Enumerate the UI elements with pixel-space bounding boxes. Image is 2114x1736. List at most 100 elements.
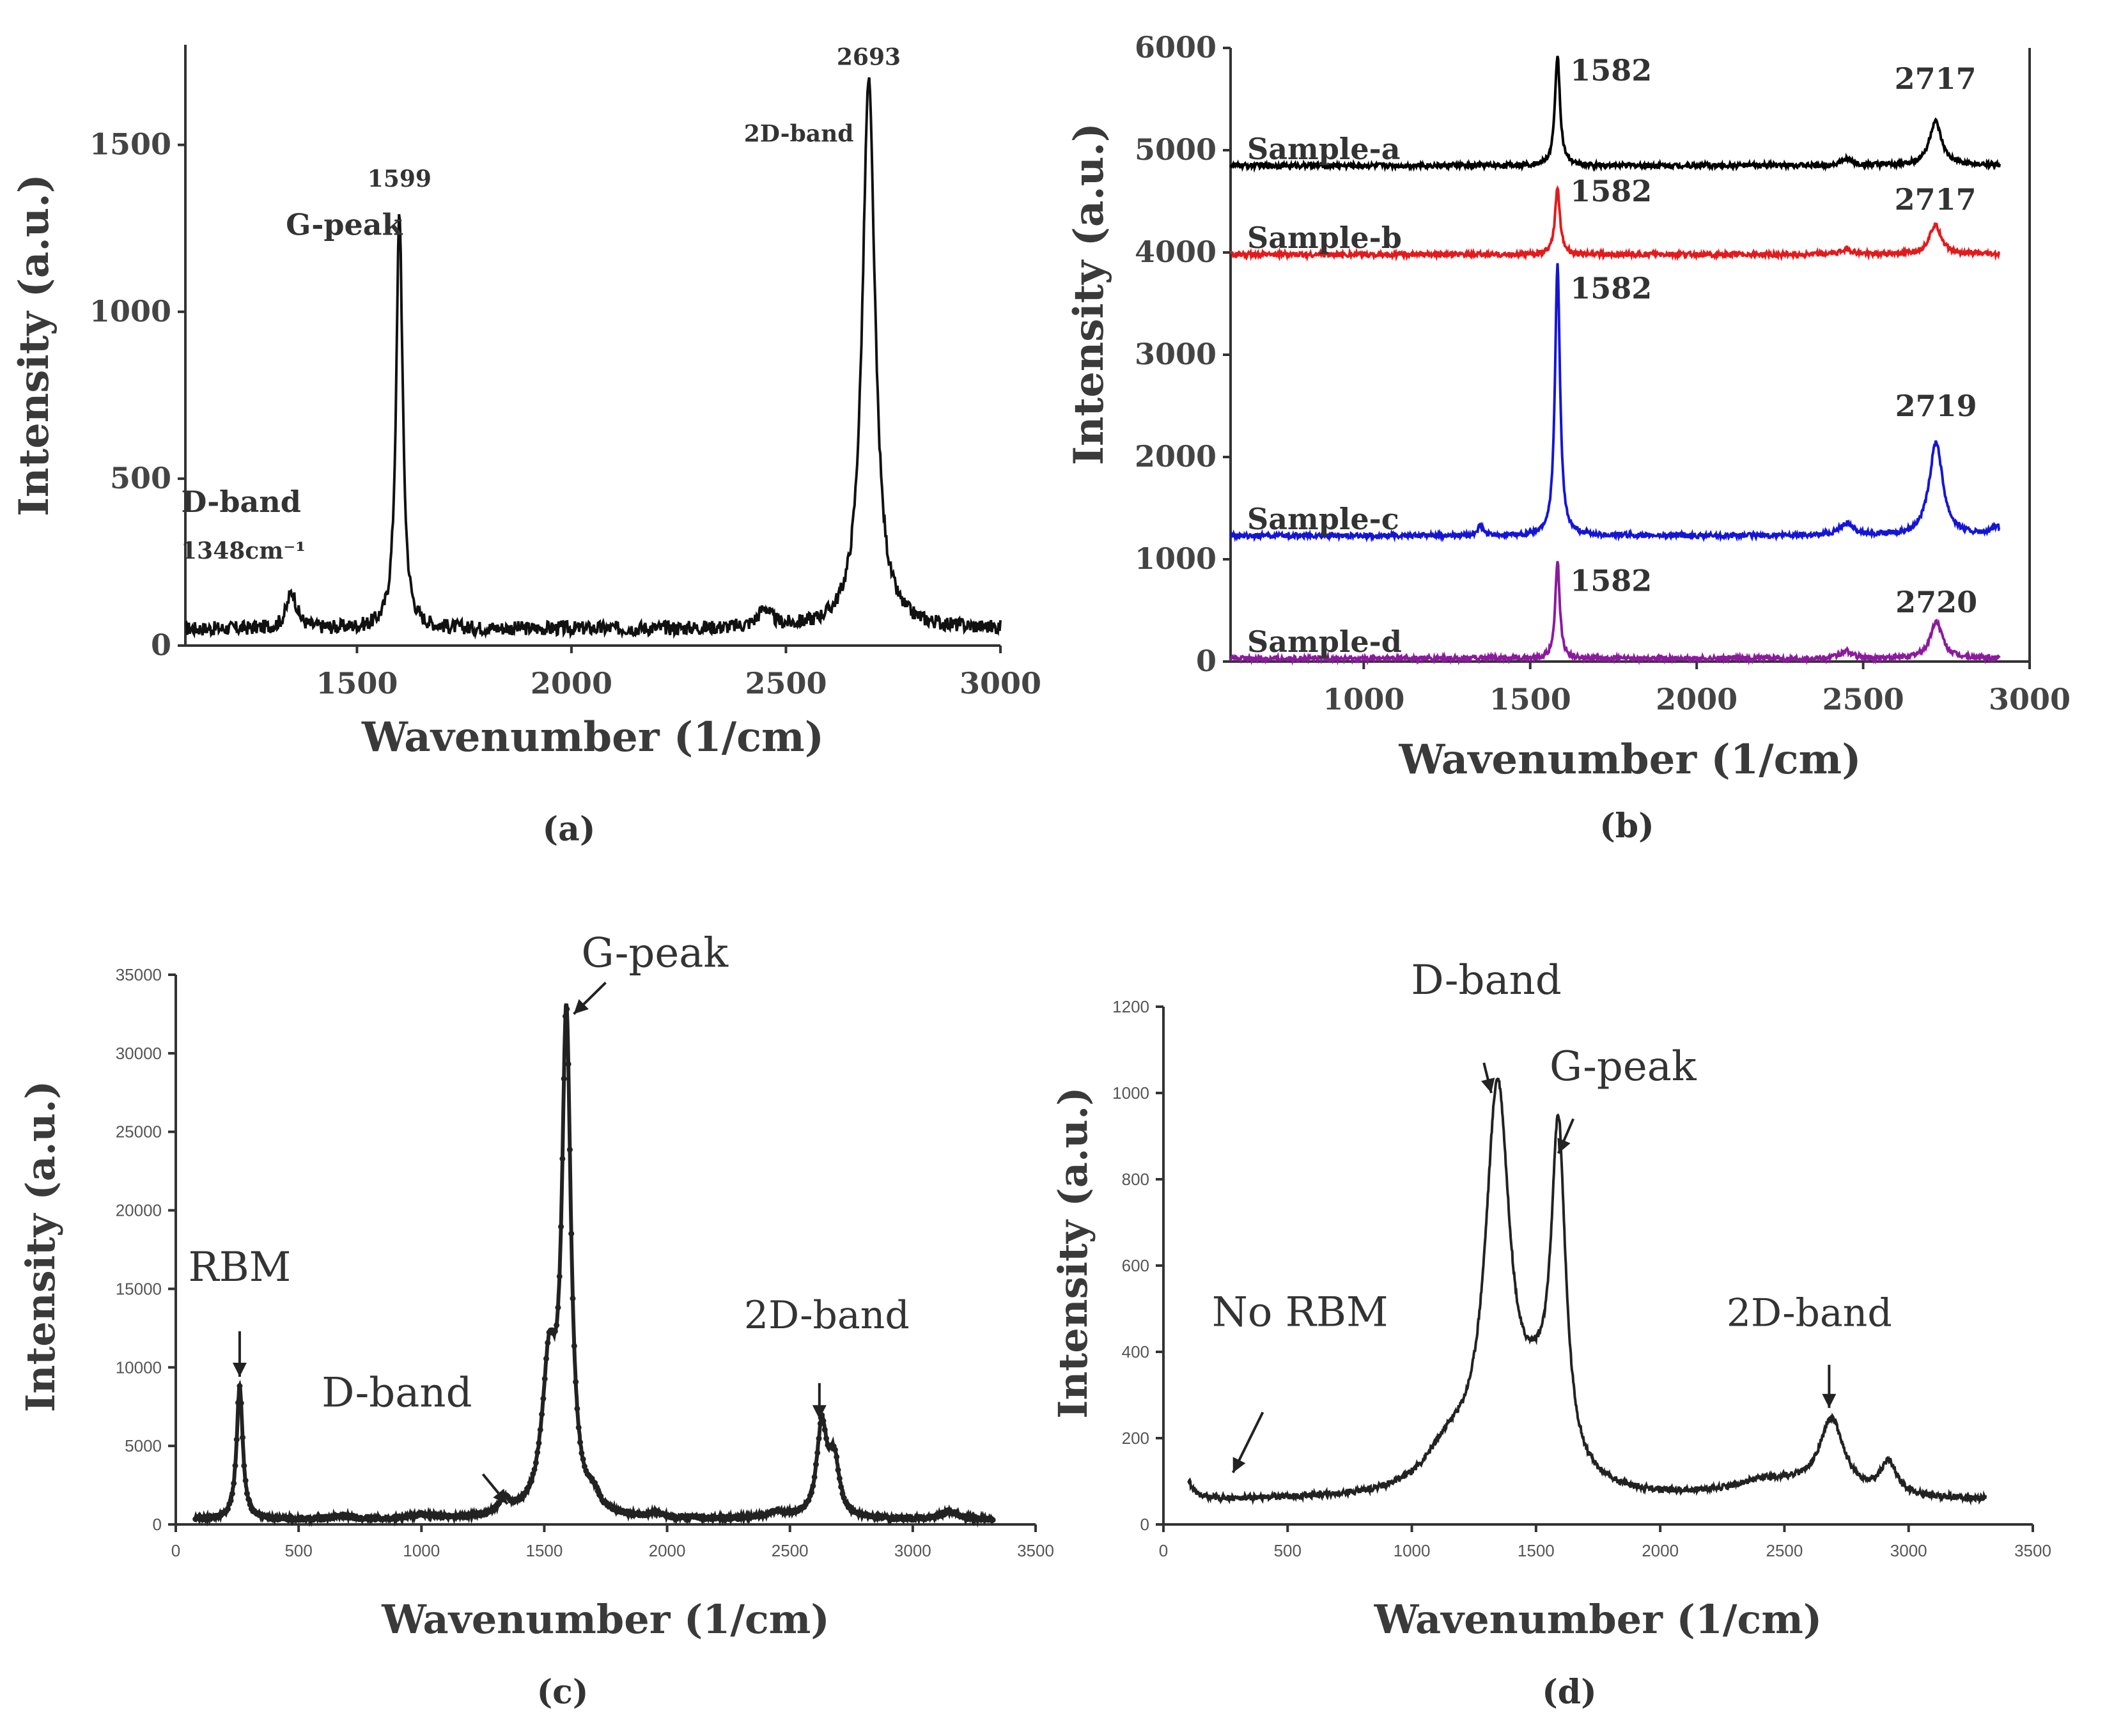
x-tick-label: 1000	[1394, 1541, 1431, 1560]
peak-position-label: 1582	[1570, 53, 1652, 88]
peak-annotation: G-peak	[286, 208, 403, 242]
data-point	[835, 1467, 841, 1473]
y-tick-label: 1000	[89, 294, 171, 329]
data-point	[565, 1061, 571, 1067]
annotation-arrowhead	[1232, 1457, 1246, 1473]
series-line-spectrum	[185, 77, 1002, 640]
data-point	[593, 1484, 600, 1490]
peak-position-label: 2717	[1895, 61, 1977, 96]
data-point	[540, 1395, 547, 1402]
x-axis-label: Wavenumber (1/cm)	[381, 1596, 830, 1643]
data-point	[573, 1379, 579, 1385]
y-tick-label: 4000	[1135, 235, 1216, 269]
data-point	[242, 1477, 249, 1484]
chart-panel-d: 0 500 1000 1500 2000 2500 3000 3500 0 200 400 600 80…	[1050, 957, 2051, 1712]
y-tick-label: 1500	[89, 127, 171, 162]
data-point	[574, 1406, 580, 1412]
data-point	[528, 1478, 534, 1484]
x-tick-label: 2500	[1823, 682, 1904, 717]
x-tick-label: 1500	[526, 1541, 563, 1560]
annotation-arrowhead	[232, 1363, 247, 1377]
x-tick-label: 1500	[1518, 1541, 1555, 1560]
y-tick-label: 5000	[125, 1436, 162, 1455]
data-point	[809, 1489, 815, 1496]
peak-annotation: RBM	[189, 1244, 291, 1291]
annotation-arrowhead	[1822, 1393, 1837, 1408]
data-point	[812, 1461, 819, 1468]
data-point	[823, 1436, 830, 1442]
y-tick-label: 30000	[116, 1044, 162, 1063]
y-tick-label: 35000	[116, 965, 162, 984]
peak-annotation: 1348cm⁻¹	[181, 538, 306, 564]
y-tick-label: 1000	[1112, 1083, 1149, 1103]
data-point	[555, 1305, 561, 1311]
chart-panel-b: 1000 1500 2000 2500 3000 0 1000 2000 3000 4000 500…	[1065, 30, 2071, 846]
series-line-spectrum	[1187, 1077, 1987, 1506]
peak-annotation: 2D-band	[744, 120, 854, 147]
data-point	[545, 1340, 551, 1346]
data-point	[838, 1484, 844, 1490]
x-tick-label: 2500	[772, 1541, 809, 1560]
data-point	[559, 1156, 566, 1162]
series-name-label: Sample-a	[1247, 132, 1401, 166]
peak-position-label: 1582	[1570, 271, 1652, 306]
data-point	[532, 1460, 539, 1466]
y-tick-label: 1200	[1112, 997, 1149, 1016]
y-tick-label: 5000	[1135, 132, 1216, 167]
data-point	[836, 1475, 843, 1482]
peak-annotation: G-peak	[581, 930, 729, 977]
data-point	[543, 1356, 550, 1362]
y-tick-label: 400	[1122, 1342, 1149, 1361]
data-point	[240, 1434, 246, 1441]
data-point	[571, 1343, 577, 1349]
data-point	[554, 1322, 560, 1328]
data-point	[821, 1427, 828, 1433]
annotation-arrowhead	[812, 1405, 827, 1420]
data-point	[580, 1456, 586, 1462]
series-line-sample-c	[1229, 263, 2001, 543]
panel-label: (b)	[1599, 807, 1654, 846]
x-tick-label: 2500	[1766, 1541, 1803, 1560]
x-axis-label: Wavenumber (1/cm)	[1398, 736, 1861, 784]
peak-annotation: No RBM	[1212, 1289, 1388, 1337]
y-tick-label: 1000	[1135, 541, 1216, 576]
data-point	[537, 1427, 543, 1433]
peak-annotation: 2693	[837, 43, 901, 70]
data-point	[237, 1383, 243, 1390]
data-point	[539, 1411, 545, 1418]
data-point	[556, 1273, 563, 1280]
data-point	[820, 1418, 827, 1424]
y-tick-label: 500	[110, 461, 171, 495]
series-name-label: Sample-b	[1247, 221, 1402, 255]
data-point	[238, 1400, 244, 1406]
data-point	[536, 1440, 542, 1446]
x-axis-label: Wavenumber (1/cm)	[361, 713, 824, 761]
data-point	[811, 1474, 818, 1480]
chart-panel-a: 1500 2000 2500 3000 0 500 1000 1500 Wavenumber (…	[10, 43, 1041, 849]
data-point	[575, 1424, 582, 1430]
y-tick-label: 3000	[1135, 337, 1216, 371]
x-tick-label: 1000	[403, 1541, 440, 1560]
peak-annotation: G-peak	[1550, 1043, 1697, 1090]
chart-panel-c: 0 500 1000 1500 2000 2500 3000 3500050001000015…	[17, 930, 1054, 1712]
data-point	[558, 1223, 564, 1230]
peak-position-label: 2719	[1895, 389, 1977, 423]
x-tick-label: 1500	[1489, 682, 1571, 717]
series-line-sample-b	[1229, 185, 2001, 262]
y-axis-label: Intensity (a.u.)	[10, 174, 58, 516]
x-tick-label: 2000	[531, 666, 612, 701]
x-tick-label: 3000	[960, 666, 1041, 701]
data-point	[241, 1462, 247, 1469]
y-axis-label: Intensity (a.u.)	[1065, 123, 1113, 465]
data-point	[816, 1436, 822, 1442]
series-name-label: Sample-d	[1247, 624, 1402, 659]
data-point	[561, 1076, 567, 1082]
data-point	[541, 1376, 548, 1382]
data-point	[531, 1466, 538, 1473]
panel-label: (d)	[1542, 1673, 1597, 1712]
x-tick-label: 2000	[1642, 1541, 1679, 1560]
data-point	[229, 1491, 235, 1497]
annotation-arrowhead	[573, 999, 589, 1014]
series-line-sample-a	[1229, 56, 2001, 173]
y-tick-label: 6000	[1135, 30, 1216, 65]
